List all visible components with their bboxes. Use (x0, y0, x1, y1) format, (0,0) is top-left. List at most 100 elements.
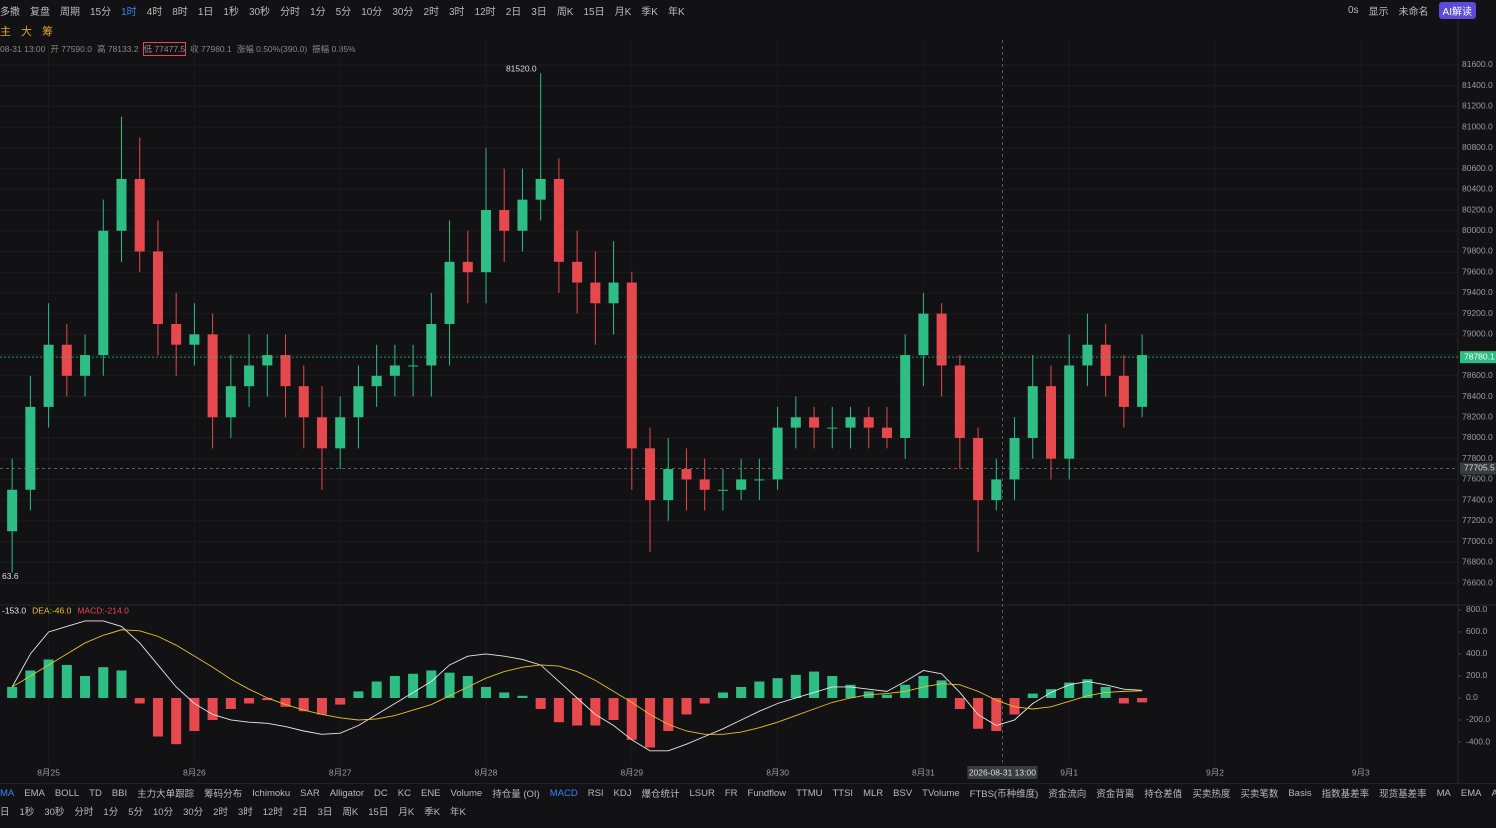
indicator-button[interactable]: 指数基差率 (1321, 789, 1370, 800)
indicator-button[interactable]: 资金流向 (1048, 789, 1087, 800)
y-tick-label: 78600.0 (1462, 370, 1493, 380)
period-button[interactable]: 30分 (392, 6, 414, 18)
period-button[interactable]: 2日 (505, 6, 522, 18)
period-button[interactable]: 多撒 (0, 6, 20, 18)
period-button[interactable]: 10分 (361, 6, 383, 18)
y-tick-label: 79800.0 (1462, 246, 1493, 256)
period-button[interactable]: 周K (556, 6, 574, 18)
period-button[interactable]: 3日 (531, 6, 547, 18)
indicator-button[interactable]: 持仓量 (OI) (492, 789, 540, 800)
candle-body (827, 427, 838, 429)
drawing-button[interactable]: 大 (21, 26, 32, 38)
candle-body (900, 355, 911, 438)
toolbar-button[interactable]: 未命名 (1398, 6, 1429, 18)
indicator-button[interactable]: BBI (111, 787, 128, 799)
period-button[interactable]: 15日 (583, 6, 605, 18)
indicator-button[interactable]: FR (724, 787, 738, 799)
indicator-button[interactable]: TVolume (922, 787, 960, 799)
period-button[interactable]: 1分 (310, 6, 326, 18)
period-button[interactable]: 3时 (449, 6, 465, 18)
period-button[interactable]: 30秒 (248, 6, 271, 18)
period-button[interactable]: 日 (0, 807, 10, 818)
indicator-button[interactable]: LSUR (689, 787, 715, 799)
period-button[interactable]: 12时 (474, 6, 496, 18)
period-button[interactable]: 季K (641, 6, 658, 18)
indicator-button[interactable]: ENE (420, 787, 441, 799)
period-button[interactable]: 分时 (280, 6, 301, 18)
indicator-button[interactable]: RSI (587, 787, 604, 799)
period-button[interactable]: 1分 (103, 807, 119, 818)
indicator-button[interactable]: MA (0, 787, 15, 799)
period-button[interactable]: 12时 (262, 807, 283, 818)
indicator-button[interactable]: 筹码分布 (204, 789, 243, 800)
indicator-button[interactable]: Fundflow (747, 787, 787, 799)
period-button[interactable]: 年K (667, 6, 685, 18)
macd-bar (480, 686, 492, 698)
bottom-period-bar: 日 1秒 30秒 分时 1分 5分 10分 30分 2时 3时 12时 2日 3日 周K 15日 月K 季K 年K (0, 802, 476, 820)
indicator-button[interactable]: Alligator (329, 787, 365, 799)
indicator-button[interactable]: 资金背离 (1096, 789, 1135, 800)
indicator-button[interactable]: 现货基差率 (1379, 789, 1427, 800)
indicator-button[interactable]: FTBS(币种维度) (969, 789, 1039, 800)
indicator-button[interactable]: KC (397, 787, 411, 799)
indicator-button[interactable]: AO (1491, 788, 1496, 799)
indicator-button[interactable]: MLR (863, 787, 884, 799)
period-button[interactable]: 30分 (183, 807, 204, 818)
period-button[interactable]: 15日 (368, 807, 389, 818)
indicator-button[interactable]: MA (1436, 787, 1451, 799)
indicator-button[interactable]: KDJ (613, 787, 632, 799)
indicator-button[interactable]: 买卖热度 (1192, 789, 1231, 800)
indicator-button[interactable]: TD (89, 787, 102, 799)
indicator-button[interactable]: BSV (893, 787, 913, 799)
period-button[interactable]: 1秒 (223, 6, 239, 18)
indicator-button[interactable]: 爆仓统计 (641, 789, 680, 800)
period-button[interactable]: 周期 (60, 6, 80, 18)
candle-body (936, 313, 947, 366)
indicator-button[interactable]: Volume (450, 787, 483, 799)
period-button[interactable]: 3日 (317, 807, 333, 818)
toolbar-button[interactable]: 0s (1347, 4, 1359, 16)
indicator-button[interactable]: SAR (300, 787, 320, 799)
period-button[interactable]: 周K (342, 807, 359, 818)
period-button[interactable]: 1秒 (19, 807, 35, 818)
x-tick-label: 9月3 (1352, 767, 1370, 777)
period-button[interactable]: 季K (424, 807, 441, 818)
drawing-button[interactable]: 主 (0, 26, 11, 38)
toolbar-button[interactable]: 显示 (1368, 6, 1389, 18)
period-button[interactable]: 2时 (423, 6, 439, 18)
period-button[interactable]: 年K (450, 807, 466, 818)
indicator-button[interactable]: TTMU (796, 787, 823, 799)
period-button[interactable]: 月K (398, 807, 415, 818)
indicator-button[interactable]: MACD (549, 787, 578, 799)
period-button[interactable]: 复盘 (30, 6, 50, 18)
period-button[interactable]: 8时 (172, 6, 188, 18)
indicator-button[interactable]: EMA (24, 787, 45, 799)
period-button[interactable]: 10分 (153, 807, 174, 818)
indicator-button[interactable]: 主力大单跟踪 (137, 789, 195, 800)
period-button[interactable]: 1日 (197, 6, 214, 18)
indicator-button[interactable]: TTSI (832, 787, 854, 799)
toolbar-button[interactable]: AI解读 (1438, 1, 1476, 19)
period-button[interactable]: 30秒 (44, 807, 65, 818)
drawing-button[interactable]: 筹 (42, 26, 53, 38)
indicator-button[interactable]: DC (374, 787, 388, 799)
period-button[interactable]: 2日 (292, 807, 308, 818)
period-button[interactable]: 5分 (128, 807, 143, 818)
period-button[interactable]: 月K (614, 6, 632, 18)
period-button[interactable]: 15分 (90, 6, 112, 18)
period-button[interactable]: 4时 (146, 6, 163, 18)
period-button[interactable]: 3时 (237, 807, 253, 818)
period-button[interactable]: 2时 (213, 807, 228, 818)
indicator-button[interactable]: BOLL (54, 787, 80, 799)
indicator-button[interactable]: Basis (1288, 787, 1312, 799)
period-button[interactable]: 1时 (121, 6, 137, 18)
period-button[interactable]: 分时 (74, 807, 94, 818)
macd-bar (225, 697, 236, 709)
period-button[interactable]: 5分 (335, 6, 352, 18)
macd-bar (699, 697, 710, 704)
indicator-button[interactable]: 持仓差值 (1144, 789, 1183, 800)
indicator-button[interactable]: Ichimoku (252, 787, 291, 799)
macd-bar (499, 692, 510, 698)
indicator-button[interactable]: EMA (1460, 787, 1482, 799)
indicator-button[interactable]: 买卖笔数 (1240, 789, 1279, 800)
